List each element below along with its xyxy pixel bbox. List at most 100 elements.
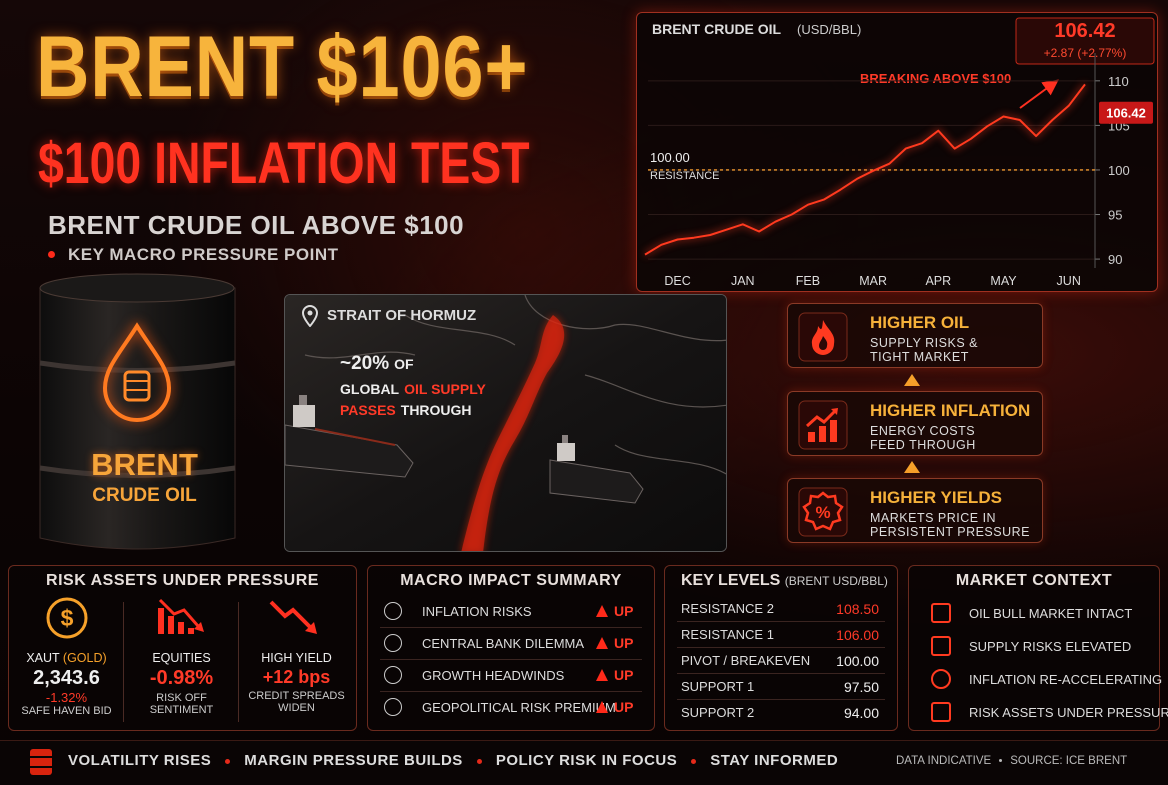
level-value: 100.00 (836, 653, 879, 669)
y-tick-label: 110 (1108, 74, 1129, 89)
hormuz-highlight: OIL SUPPLY (404, 381, 486, 397)
context-text: INFLATION RE-ACCELERATING (969, 672, 1163, 687)
y-tick-label: 95 (1108, 208, 1122, 223)
risk-item: HIGH YIELD +12 bps CREDIT SPREADS WIDEN (239, 596, 354, 714)
shape (808, 432, 815, 442)
risk-panel: RISK ASSETS UNDER PRESSURE $ XAUT (GOLD)… (8, 565, 357, 731)
shape (304, 622, 317, 634)
risk-note: RISK OFF SENTIMENT (149, 692, 214, 716)
row-label: CENTRAL BANK DILEMMA (422, 636, 585, 651)
up-arrow (596, 669, 608, 681)
chain-desc: MARKETS PRICE IN (870, 511, 997, 525)
x-tick-label: JAN (731, 274, 755, 288)
shape (307, 310, 313, 316)
divider (238, 602, 239, 722)
bullet-dot (48, 251, 55, 258)
row-divider (677, 621, 885, 622)
shape (39, 273, 235, 303)
row-label: INFLATION RISKS (422, 604, 532, 619)
annotation: BREAKING ABOVE $100 (860, 71, 1011, 86)
hormuz-line: PASSES THROUGH (340, 402, 472, 418)
y-tick-label: 100 (1108, 163, 1130, 178)
y-tick-label: 90 (1108, 252, 1122, 267)
shape: % (815, 503, 830, 522)
row-divider (677, 673, 885, 674)
x-tick-label: FEB (796, 274, 820, 288)
row-label: GEOPOLITICAL RISK PREMIUM (422, 700, 616, 715)
annotation-arrow (1019, 79, 1059, 109)
context-icon (931, 636, 951, 656)
chain-title: HIGHER YIELDS (870, 488, 1002, 507)
hormuz-map (285, 295, 726, 551)
row-icon (384, 698, 402, 716)
chart: BRENT CRUDE OIL (USD/BBL) 106.42 +2.87 (… (644, 17, 1155, 288)
footer-note: DATA INDICATIVE (896, 755, 992, 767)
footer-barrel-icon (30, 749, 52, 775)
yield-down-icon (269, 600, 317, 634)
row-divider (380, 659, 642, 660)
hormuz-panel: STRAIT OF HORMUZ ~20% OF GLOBAL OIL SUPPLY… (284, 294, 727, 552)
tagline: BRENT CRUDE OIL ABOVE $100 (48, 210, 465, 240)
hormuz-title: STRAIT OF HORMUZ (327, 307, 477, 324)
context-panel: MARKET CONTEXT OIL BULL MARKET INTACT SUP… (908, 565, 1168, 731)
resistance-label: RESISTANCE (650, 170, 719, 182)
shape (557, 443, 575, 461)
context-text: RISK ASSETS UNDER PRESSURE (969, 705, 1168, 720)
footer-item: MARGIN PRESSURE BUILDS (244, 752, 463, 769)
shape (285, 295, 726, 551)
hormuz-line: ~20% OF (340, 353, 414, 375)
shape (30, 749, 52, 775)
row-divider (380, 627, 642, 628)
row-divider (677, 647, 885, 648)
row-status: UP (614, 699, 634, 715)
risk-name: XAUT (GOLD) (9, 651, 124, 665)
price-line (644, 83, 1086, 256)
barrel-sublabel: CRUDE OIL (92, 485, 197, 506)
separator (999, 759, 1003, 763)
context-icon (931, 669, 951, 689)
shape (123, 370, 151, 402)
hormuz-line: GLOBAL OIL SUPPLY (340, 381, 486, 397)
chain-arrow (904, 461, 920, 473)
shape (158, 598, 199, 627)
shape (167, 616, 174, 634)
chain-title: HIGHER OIL (870, 313, 970, 332)
footer-item: STAY INFORMED (710, 752, 839, 769)
risk-item: EQUITIES -0.98% RISK OFF SENTIMENT (124, 596, 239, 716)
up-arrow (596, 605, 608, 617)
risk-value: 2,343.6 (33, 667, 100, 689)
percent-icon: % (798, 487, 848, 537)
price-box (1015, 17, 1155, 65)
subheadline: $100 INFLATION TEST (38, 131, 530, 196)
hormuz-stat: ~20% (340, 353, 390, 374)
level-name: SUPPORT 1 (681, 679, 755, 694)
level-name: RESISTANCE 1 (681, 627, 774, 642)
shape (819, 426, 826, 442)
headline: BRENT $106+ (36, 19, 529, 115)
hormuz-text: OF (394, 356, 414, 372)
chain-desc: FEED THROUGH (870, 438, 976, 452)
divider (123, 602, 124, 722)
panel-title: MACRO IMPACT SUMMARY (400, 572, 622, 589)
shape: $ (60, 605, 73, 631)
risk-change: -1.32% (45, 690, 88, 705)
pin-icon (301, 305, 319, 327)
footer-items: VOLATILITY RISES MARGIN PRESSURE BUILDS PO… (68, 752, 838, 769)
price-tag (1099, 101, 1153, 124)
shape (39, 276, 236, 550)
up-arrow (596, 701, 608, 713)
x-tick-label: DEC (664, 274, 690, 288)
level-value: 106.00 (836, 627, 879, 643)
risk-note: SAFE HAVEN BID (21, 705, 112, 717)
shape (39, 360, 236, 373)
levels-unit: (BRENT USD/BBL) (784, 574, 888, 588)
risk-name-text: XAUT (26, 651, 60, 665)
row-label: GROWTH HEADWINDS (422, 668, 565, 683)
hormuz-text: GLOBAL (340, 381, 400, 397)
row-divider (677, 699, 885, 700)
chain-desc: PERSISTENT PRESSURE (870, 525, 1031, 539)
footer-source-text: SOURCE: ICE BRENT (1010, 755, 1128, 767)
price-change: +2.87 (+2.77%) (1044, 46, 1127, 60)
shape (562, 435, 568, 443)
